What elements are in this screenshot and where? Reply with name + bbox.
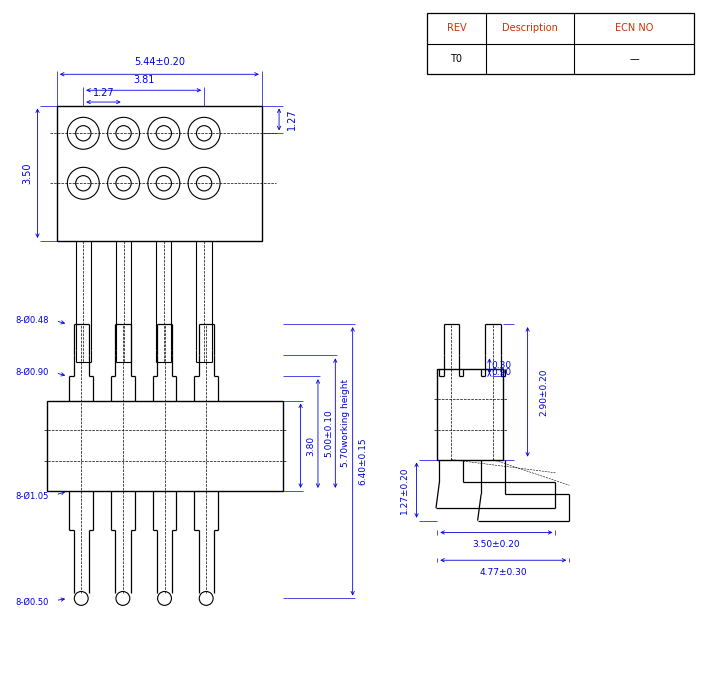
Bar	[47, 401, 283, 491]
Text: 3.50±0.20: 3.50±0.20	[473, 540, 520, 549]
Text: 5.00±0.10: 5.00±0.10	[324, 410, 333, 457]
Text: 8-Ø0.90: 8-Ø0.90	[15, 368, 48, 377]
Text: 1.27: 1.27	[287, 109, 297, 130]
Text: 5.44±0.20: 5.44±0.20	[134, 56, 185, 67]
Text: ECN NO: ECN NO	[615, 24, 653, 33]
Text: 1.27±0.20: 1.27±0.20	[399, 466, 409, 514]
Bar	[57, 105, 262, 241]
Text: 8-Ø1.05: 8-Ø1.05	[15, 492, 48, 501]
Bar	[438, 369, 503, 459]
Text: 6.40±0.15: 6.40±0.15	[359, 438, 367, 485]
Text: 3.80: 3.80	[307, 436, 316, 456]
Text: Description: Description	[502, 24, 558, 33]
Text: 1.27: 1.27	[92, 88, 114, 98]
Text: T0: T0	[451, 54, 462, 64]
Text: 5.70working height: 5.70working height	[342, 379, 350, 467]
Text: 2.90±0.20: 2.90±0.20	[539, 368, 548, 415]
Bar	[427, 13, 695, 75]
Text: —: —	[629, 54, 639, 64]
Text: 3.50: 3.50	[22, 162, 32, 184]
Text: 4.77±0.30: 4.77±0.30	[479, 568, 527, 577]
Text: 0.30: 0.30	[492, 361, 512, 370]
Text: 8-Ø0.50: 8-Ø0.50	[15, 597, 48, 606]
Text: 3.81: 3.81	[133, 75, 155, 85]
Text: 8-Ø0.48: 8-Ø0.48	[15, 316, 49, 325]
Text: REV: REV	[446, 24, 466, 33]
Text: 0.90: 0.90	[492, 368, 512, 377]
